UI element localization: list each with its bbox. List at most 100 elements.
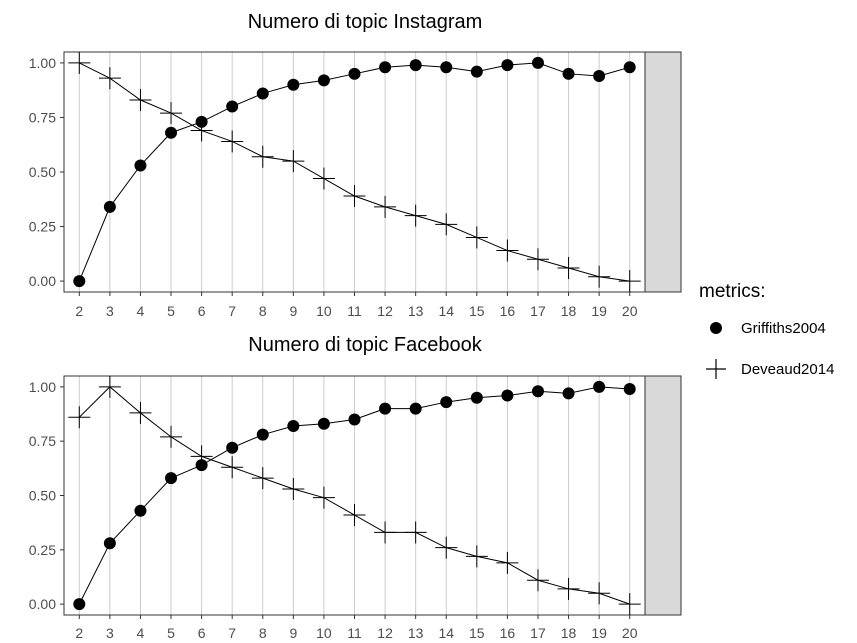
chart-panel-0: 0.00 0.25 0.50 0.75 1.00 2 3 4 5 6 7 8 9 10 11 12 13 14 15… bbox=[29, 51, 682, 319]
point-griffiths2004 bbox=[531, 385, 544, 398]
x-tick-label: 7 bbox=[228, 625, 236, 638]
point-deveaud2014 bbox=[496, 239, 519, 262]
point-deveaud2014 bbox=[160, 425, 183, 448]
point-griffiths2004 bbox=[379, 61, 392, 74]
point-deveaud2014 bbox=[190, 445, 213, 468]
point-griffiths2004 bbox=[165, 472, 178, 485]
point-griffiths2004 bbox=[440, 61, 453, 74]
chart-title-facebook: Numero di topic Facebook bbox=[248, 334, 482, 356]
point-deveaud2014 bbox=[557, 577, 580, 600]
x-tick-label: 13 bbox=[408, 303, 424, 319]
point-griffiths2004 bbox=[623, 383, 636, 396]
point-deveaud2014 bbox=[618, 593, 641, 616]
point-deveaud2014 bbox=[251, 145, 274, 168]
point-deveaud2014 bbox=[190, 119, 213, 142]
point-deveaud2014 bbox=[282, 150, 305, 173]
point-deveaud2014 bbox=[588, 265, 611, 288]
point-griffiths2004 bbox=[73, 598, 86, 611]
point-griffiths2004 bbox=[470, 65, 483, 78]
point-griffiths2004 bbox=[531, 56, 544, 69]
x-tick-label: 5 bbox=[167, 625, 175, 638]
point-griffiths2004 bbox=[501, 389, 514, 402]
point-deveaud2014 bbox=[404, 204, 427, 227]
point-griffiths2004 bbox=[317, 74, 330, 87]
y-tick-label: 0.75 bbox=[29, 109, 56, 125]
x-tick-label: 15 bbox=[469, 625, 485, 638]
x-tick-label: 14 bbox=[438, 625, 454, 638]
x-tick-label: 18 bbox=[561, 625, 577, 638]
point-deveaud2014 bbox=[312, 486, 335, 509]
point-deveaud2014 bbox=[374, 195, 397, 218]
point-deveaud2014 bbox=[221, 130, 244, 153]
x-tick-label: 14 bbox=[438, 303, 454, 319]
point-deveaud2014 bbox=[526, 248, 549, 271]
y-tick-label: 1.00 bbox=[29, 55, 56, 71]
x-tick-label: 7 bbox=[228, 303, 236, 319]
x-tick-label: 16 bbox=[500, 303, 516, 319]
point-deveaud2014 bbox=[343, 185, 366, 207]
x-tick-label: 12 bbox=[377, 625, 393, 638]
point-deveaud2014 bbox=[404, 521, 427, 544]
y-tick-label: 0.75 bbox=[29, 433, 56, 449]
legend-label-deveaud: Deveaud2014 bbox=[741, 361, 834, 378]
y-tick-label: 0.00 bbox=[29, 596, 56, 612]
point-deveaud2014 bbox=[374, 521, 397, 544]
x-tick-label: 17 bbox=[530, 625, 546, 638]
x-tick-label: 18 bbox=[561, 303, 577, 319]
y-tick-label: 0.25 bbox=[29, 219, 56, 235]
x-tick-label: 2 bbox=[75, 303, 83, 319]
point-griffiths2004 bbox=[379, 402, 392, 415]
panels: 0.00 0.25 0.50 0.75 1.00 2 3 4 5 6 7 8 9 10 11 12 13 14 15… bbox=[29, 51, 682, 641]
x-tick-label: 3 bbox=[106, 303, 114, 319]
point-griffiths2004 bbox=[287, 78, 300, 91]
point-deveaud2014 bbox=[282, 477, 305, 500]
point-deveaud2014 bbox=[435, 213, 458, 236]
point-griffiths2004 bbox=[470, 391, 483, 404]
point-griffiths2004 bbox=[409, 59, 422, 72]
point-griffiths2004 bbox=[73, 275, 86, 288]
x-tick-label: 20 bbox=[622, 303, 638, 319]
point-deveaud2014 bbox=[588, 582, 611, 605]
x-tick-label: 9 bbox=[289, 303, 297, 319]
point-griffiths2004 bbox=[256, 428, 269, 441]
point-griffiths2004 bbox=[623, 61, 636, 74]
facet-strip bbox=[644, 51, 682, 293]
point-deveaud2014 bbox=[98, 375, 121, 398]
point-griffiths2004 bbox=[287, 419, 300, 432]
x-tick-label: 11 bbox=[347, 303, 362, 319]
point-deveaud2014 bbox=[435, 536, 458, 559]
point-deveaud2014 bbox=[251, 467, 274, 490]
point-deveaud2014 bbox=[129, 401, 152, 424]
x-tick-label: 17 bbox=[530, 303, 546, 319]
point-griffiths2004 bbox=[103, 537, 116, 550]
x-tick-label: 6 bbox=[198, 625, 206, 638]
legend-label-griffiths: Griffiths2004 bbox=[741, 320, 826, 337]
x-tick-label: 8 bbox=[259, 303, 267, 319]
chart-panel-1: 0.00 0.25 0.50 0.75 1.00 2 3 4 5 6 7 8 9 10 11 12 13 14 15… bbox=[29, 375, 682, 641]
x-tick-label: 10 bbox=[316, 303, 332, 319]
point-deveaud2014 bbox=[221, 456, 244, 479]
point-griffiths2004 bbox=[103, 200, 116, 213]
point-griffiths2004 bbox=[501, 59, 514, 72]
point-griffiths2004 bbox=[593, 380, 606, 393]
point-deveaud2014 bbox=[465, 545, 488, 568]
point-deveaud2014 bbox=[129, 89, 152, 111]
point-deveaud2014 bbox=[343, 504, 366, 527]
facet-strip bbox=[644, 375, 682, 616]
point-deveaud2014 bbox=[160, 102, 183, 125]
y-tick-label: 0.50 bbox=[29, 488, 56, 504]
point-griffiths2004 bbox=[409, 402, 422, 415]
point-deveaud2014 bbox=[496, 551, 519, 574]
x-tick-label: 15 bbox=[469, 303, 485, 319]
x-tick-label: 6 bbox=[198, 303, 206, 319]
x-tick-label: 3 bbox=[106, 625, 114, 638]
point-griffiths2004 bbox=[134, 504, 147, 517]
point-griffiths2004 bbox=[226, 441, 239, 454]
x-tick-label: 19 bbox=[591, 303, 607, 319]
x-tick-label: 9 bbox=[289, 625, 297, 638]
point-griffiths2004 bbox=[317, 417, 330, 430]
legend-marker-griffiths bbox=[710, 322, 722, 334]
x-tick-label: 20 bbox=[622, 625, 638, 638]
y-tick-label: 0.25 bbox=[29, 542, 56, 558]
